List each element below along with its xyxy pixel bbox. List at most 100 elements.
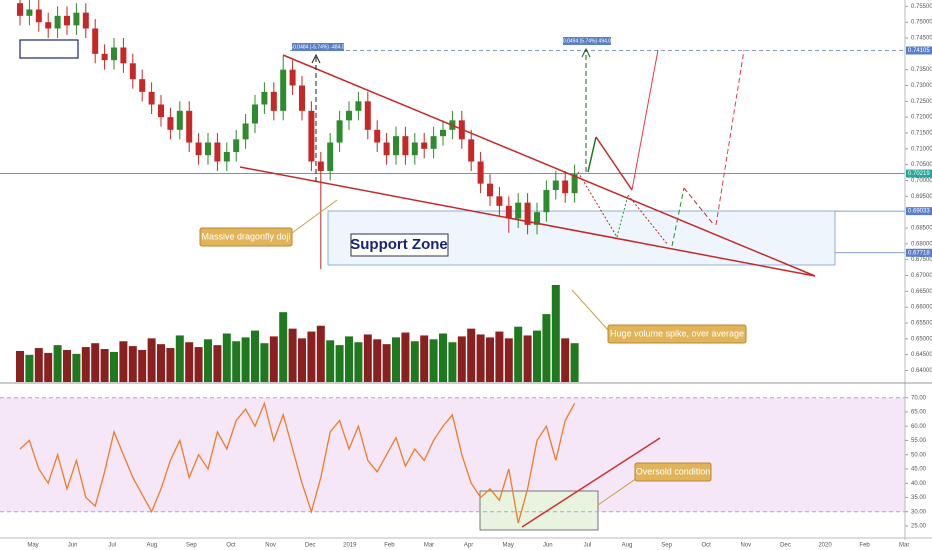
- candle-body: [477, 161, 484, 184]
- candle-body: [468, 139, 475, 162]
- y-tick-label: 55.00: [911, 438, 927, 444]
- volume-bar: [232, 341, 241, 382]
- y-tick-label: 0.64500: [911, 352, 932, 358]
- x-tick-label: Jul: [584, 543, 592, 549]
- x-tick-label: Dec: [780, 543, 791, 549]
- projection: [631, 49, 659, 191]
- volume-bar: [354, 342, 363, 382]
- volume-bar: [175, 335, 184, 382]
- x-tick-label: Feb: [859, 543, 870, 549]
- x-tick-label: Mar: [424, 543, 434, 549]
- volume-bar: [63, 349, 71, 382]
- volume-bar: [523, 335, 532, 382]
- volume-bar: [561, 338, 570, 382]
- x-tick-label: Jul: [108, 543, 116, 549]
- projection: [671, 187, 685, 247]
- volume-bar: [147, 338, 156, 382]
- price-level-label: 0.74105: [908, 48, 930, 54]
- volume-bar: [204, 339, 212, 382]
- volume-bar: [44, 352, 53, 382]
- volume-bar: [194, 347, 203, 382]
- candle-body: [233, 139, 240, 152]
- x-tick-label: 2020: [818, 543, 832, 549]
- candle-body: [411, 142, 418, 156]
- volume-bar: [335, 345, 344, 382]
- candle-body: [139, 79, 146, 92]
- candle-body: [487, 183, 493, 197]
- note-box: [607, 324, 747, 344]
- note: Huge volume spike, over average: [610, 328, 744, 338]
- volume-bar: [467, 328, 476, 382]
- x-tick-label: Nov: [740, 543, 751, 549]
- y-tick-label: 0.67500: [911, 257, 932, 263]
- note-box: [350, 233, 449, 257]
- volume-bar: [533, 330, 541, 382]
- x-tick-label: Feb: [384, 543, 395, 549]
- volume-bar: [138, 349, 147, 382]
- candle-body: [176, 110, 183, 130]
- y-tick-label: 0.68000: [911, 241, 932, 247]
- volume-bar: [213, 345, 222, 382]
- y-tick-label: 65.00: [911, 410, 927, 416]
- y-tick-label: 0.65500: [911, 321, 932, 327]
- y-tick-label: 40.00: [911, 481, 927, 487]
- x-tick-label: Oct: [702, 543, 712, 549]
- volume-bar: [457, 336, 466, 382]
- candle-body: [327, 142, 334, 171]
- candle-body: [280, 69, 287, 111]
- volume-bar: [269, 336, 278, 382]
- lower-trendline: [239, 166, 816, 277]
- drawings: [239, 47, 816, 528]
- projection: [627, 194, 669, 246]
- y-tick-label: 0.72000: [911, 115, 932, 121]
- price-level-label: 0.70219: [908, 171, 930, 177]
- x-tick-label: 2019: [343, 543, 357, 549]
- candle-body: [336, 120, 343, 143]
- y-tick-label: 60.00: [911, 424, 927, 430]
- volume-bar: [288, 328, 297, 382]
- candle-body: [534, 212, 540, 225]
- candle-body: [148, 91, 155, 105]
- candle-body: [402, 136, 409, 156]
- upper-trendline: [282, 54, 816, 277]
- candle-body: [186, 110, 193, 143]
- candle-body: [64, 15, 70, 26]
- x-tick-label: Dec: [305, 543, 316, 549]
- volume-bar: [128, 346, 137, 382]
- candle-body: [355, 101, 362, 111]
- volume-bar: [504, 338, 513, 382]
- volume-bar: [53, 345, 62, 382]
- y-tick-label: 0.75500: [911, 4, 932, 10]
- candle-body: [54, 15, 61, 29]
- labels: Massive dragonfly doji Support Zone Huge…: [199, 37, 747, 482]
- candle-body: [214, 142, 221, 162]
- x-tick-label: Aug: [146, 543, 157, 549]
- candle-body: [393, 136, 399, 156]
- price-level-tag: [906, 46, 932, 55]
- note-box: [199, 227, 293, 247]
- volume-bar: [185, 342, 194, 382]
- projection: [616, 194, 629, 238]
- candle-body: [92, 28, 99, 54]
- y-tick-label: 35.00: [911, 495, 927, 501]
- volume-bar: [119, 341, 128, 382]
- candle-body: [317, 161, 324, 171]
- candle-body: [543, 190, 550, 213]
- y-tick-label: 0.68500: [911, 226, 932, 232]
- candle-body: [167, 117, 174, 130]
- projection: [715, 49, 745, 226]
- candle-body: [364, 101, 371, 130]
- y-tick-label: 70.00: [911, 395, 927, 401]
- candle-body: [26, 9, 33, 16]
- measure-box: [563, 37, 611, 45]
- arrowhead: [581, 47, 591, 58]
- volume-bar: [448, 342, 457, 382]
- candle-body: [524, 202, 531, 225]
- candle-body: [505, 205, 512, 219]
- volume-bar: [439, 333, 447, 382]
- volume-bar: [25, 354, 34, 382]
- candle-body: [299, 85, 305, 111]
- x-tick-label: Mar: [899, 543, 909, 549]
- volume-bar: [34, 348, 43, 382]
- y-tick-label: 0.75000: [911, 20, 932, 26]
